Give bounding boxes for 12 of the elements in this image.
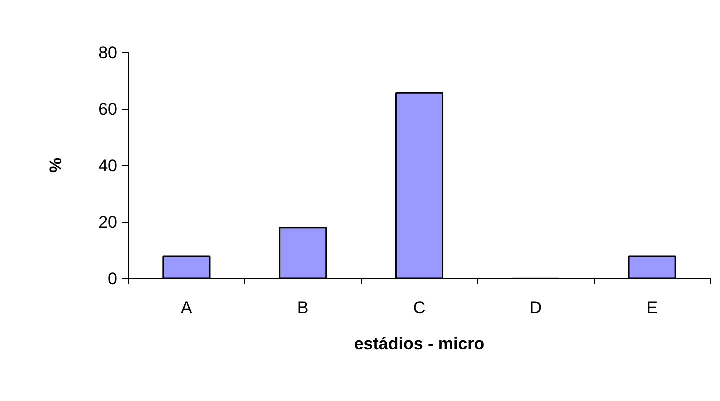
x-tick-label: B bbox=[297, 298, 309, 318]
y-tick-label: 20 bbox=[98, 213, 118, 232]
y-tick-label: 40 bbox=[98, 156, 118, 176]
y-tick-label: 0 bbox=[108, 270, 118, 288]
x-tick-label: C bbox=[413, 298, 426, 318]
y-axis-title: % bbox=[46, 158, 66, 174]
x-tick-label: A bbox=[181, 298, 194, 318]
x-axis-title: estádios - micro bbox=[354, 334, 485, 354]
y-tick-label: 60 bbox=[98, 100, 118, 119]
x-tick-label: E bbox=[646, 298, 658, 318]
x-tick-label: D bbox=[530, 298, 542, 318]
y-tick-label: 80 bbox=[98, 44, 118, 62]
